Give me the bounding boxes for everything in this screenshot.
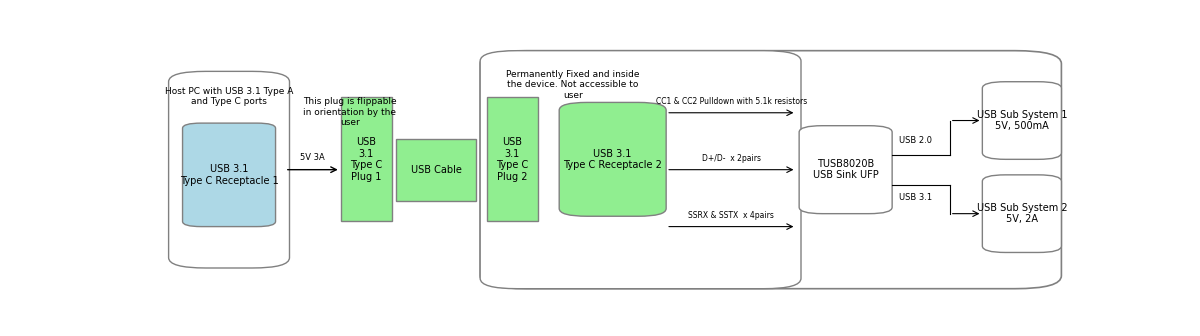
Text: USB 3.1: USB 3.1 [899,193,931,202]
FancyBboxPatch shape [799,126,892,214]
Text: USB
3.1
Type C
Plug 2: USB 3.1 Type C Plug 2 [496,137,528,182]
Text: 5V 3A: 5V 3A [300,153,325,162]
Text: USB
3.1
Type C
Plug 1: USB 3.1 Type C Plug 1 [350,137,383,182]
FancyBboxPatch shape [983,175,1062,252]
Text: This plug is flippable
in orientation by the
user: This plug is flippable in orientation by… [304,97,397,127]
FancyBboxPatch shape [396,139,475,201]
Text: USB Sub System 2
5V, 2A: USB Sub System 2 5V, 2A [977,203,1067,224]
FancyBboxPatch shape [480,51,802,289]
Text: USB 3.1
Type C Receptacle 1: USB 3.1 Type C Receptacle 1 [180,164,278,186]
Text: CC1 & CC2 Pulldown with 5.1k resistors: CC1 & CC2 Pulldown with 5.1k resistors [655,97,806,106]
FancyBboxPatch shape [559,102,666,216]
Text: SSRX & SSTX  x 4pairs: SSRX & SSTX x 4pairs [689,211,774,220]
Text: TUSB8020B
USB Sink UFP: TUSB8020B USB Sink UFP [812,159,878,180]
FancyBboxPatch shape [983,82,1062,159]
FancyBboxPatch shape [168,71,289,268]
FancyBboxPatch shape [341,97,391,221]
Text: Permanently Fixed and inside
the device. Not accessible to
user: Permanently Fixed and inside the device.… [506,70,640,100]
Text: USB Sub System 1
5V, 500mA: USB Sub System 1 5V, 500mA [977,110,1067,131]
Text: Host PC with USB 3.1 Type A
and Type C ports: Host PC with USB 3.1 Type A and Type C p… [164,87,293,106]
Text: USB 3.1
Type C Receptacle 2: USB 3.1 Type C Receptacle 2 [563,149,662,170]
FancyBboxPatch shape [182,123,276,226]
FancyBboxPatch shape [480,51,1062,289]
Text: USB 2.0: USB 2.0 [899,136,931,145]
Text: D+/D-  x 2pairs: D+/D- x 2pairs [702,154,761,163]
Text: USB Cable: USB Cable [410,165,462,175]
FancyBboxPatch shape [487,97,538,221]
